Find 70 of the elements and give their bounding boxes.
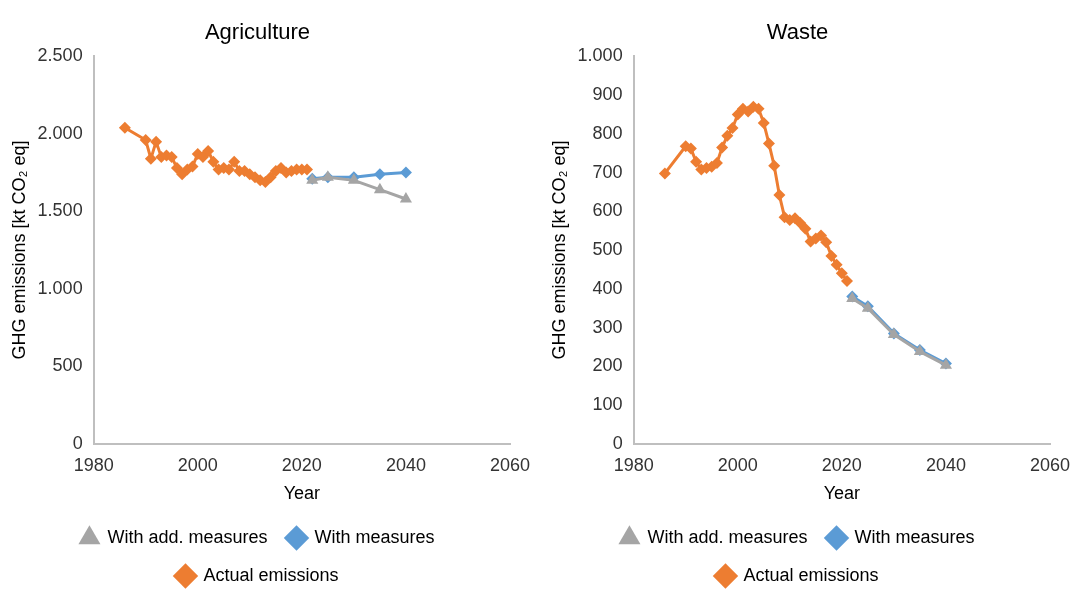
y-tick-label: 500 [592,239,623,260]
point [799,222,812,235]
point [757,117,770,130]
point [841,275,854,288]
y-tick-label: 600 [592,200,623,221]
point [144,152,157,165]
point [762,137,775,150]
point [726,122,739,135]
point [228,155,241,168]
x-tick-label: 2020 [281,454,322,475]
y-tick-label: 1.000 [577,45,623,66]
y-tick-label: 400 [592,277,623,298]
x-tick-label: 2060 [1029,454,1071,475]
x-tick-label: 2020 [821,454,862,475]
legend-label: With add. measures [107,526,268,547]
y-tick-label: 0 [72,432,83,453]
legend-label: With add. measures [647,526,808,547]
y-tick-label: 2.500 [37,45,83,66]
point [118,121,131,134]
y-tick-label: 200 [592,355,623,376]
point [399,166,412,179]
y-tick-label: 900 [592,84,623,105]
point [825,249,838,262]
x-tick-label: 1980 [73,454,114,475]
point [815,229,827,242]
x-tick-label: 2040 [925,454,966,475]
x-tick-label: 2060 [489,454,531,475]
point [399,191,412,203]
point [830,258,843,271]
y-tick-label: 1.000 [37,277,83,298]
legend-label: With measures [854,526,975,547]
point [207,155,220,168]
point [150,135,163,148]
point [835,267,848,280]
y-tick-label: 1.500 [37,200,83,221]
legend-label: Actual emissions [743,564,879,585]
point [658,167,671,180]
y-tick-label: 800 [592,122,623,143]
x-tick-label: 2040 [385,454,426,475]
y-tick-label: 500 [52,355,83,376]
y-tick-label: 300 [592,316,623,337]
point [731,108,744,121]
point [170,161,183,174]
chart-title: Waste [766,19,829,45]
legend-label: Actual emissions [203,564,339,585]
point [768,159,781,172]
point [794,216,807,229]
point [139,134,152,147]
point [373,168,386,181]
point [373,182,386,194]
point [716,141,729,154]
y-axis-title: GHG emissions [kt CO₂ eq] [548,140,569,360]
point [264,171,277,184]
x-axis-title: Year [283,483,321,504]
x-tick-label: 1980 [613,454,654,475]
point [202,144,215,157]
legend-label: With measures [314,526,435,547]
y-axis-title: GHG emissions [kt CO₂ eq] [8,140,29,360]
point [820,236,833,249]
x-tick-label: 2000 [717,454,758,475]
y-tick-label: 0 [612,432,623,453]
y-tick-label: 100 [592,394,623,415]
x-axis-title: Year [823,483,861,504]
point [721,129,734,142]
y-tick-label: 2.000 [37,122,83,143]
point [690,155,703,168]
x-tick-label: 2000 [177,454,218,475]
point [773,189,786,202]
y-tick-label: 700 [592,161,623,182]
chart-title: Agriculture [204,19,311,45]
